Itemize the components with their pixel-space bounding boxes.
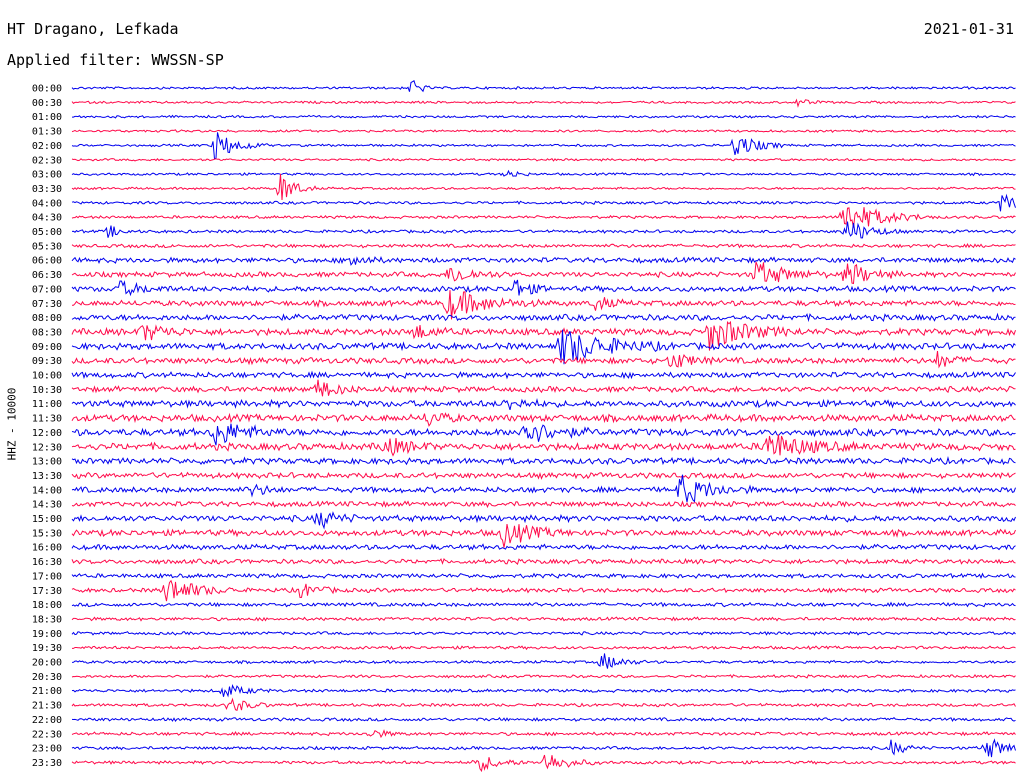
trace-row: [72, 174, 1016, 200]
trace-row: [72, 330, 1016, 365]
trace-row: [72, 314, 1016, 321]
row-time-label: 06:30: [32, 270, 62, 281]
trace-row: [72, 632, 1016, 635]
trace-row: [72, 544, 1016, 549]
trace-row: [72, 524, 1016, 547]
trace-row: [72, 581, 1016, 601]
row-time-label: 23:30: [32, 758, 62, 769]
row-time-label: 11:00: [32, 399, 62, 410]
trace-row: [72, 653, 1016, 668]
row-time-label: 01:00: [32, 112, 62, 123]
row-time-label: 19:00: [32, 629, 62, 640]
row-time-label: 14:00: [32, 485, 62, 496]
trace-row: [72, 731, 1016, 737]
trace-row: [72, 159, 1016, 162]
row-time-label: 23:00: [32, 744, 62, 755]
row-time-label: 15:00: [32, 514, 62, 525]
row-time-label: 12:30: [32, 442, 62, 453]
row-time-label: 04:30: [32, 213, 62, 224]
trace-row: [72, 458, 1016, 464]
row-time-label: 11:30: [32, 414, 62, 425]
trace-row: [72, 257, 1016, 265]
row-time-label: 09:00: [32, 342, 62, 353]
row-time-label: 18:30: [32, 614, 62, 625]
trace-row: [72, 424, 1016, 446]
row-time-label: 03:30: [32, 184, 62, 195]
row-time-label: 18:00: [32, 600, 62, 611]
row-time-label: 16:00: [32, 543, 62, 554]
row-time-label: 06:00: [32, 256, 62, 267]
trace-row: [72, 574, 1016, 578]
row-time-label: 17:00: [32, 571, 62, 582]
row-time-label: 08:00: [32, 313, 62, 324]
trace-row: [72, 513, 1016, 528]
trace-row: [72, 280, 1016, 296]
trace-row: [72, 718, 1016, 721]
row-time-label: 05:30: [32, 241, 62, 252]
trace-row: [72, 115, 1016, 118]
row-time-label: 08:30: [32, 327, 62, 338]
row-time-label: 21:30: [32, 701, 62, 712]
trace-row: [72, 130, 1016, 133]
trace-row: [72, 290, 1016, 319]
row-time-label: 14:30: [32, 500, 62, 511]
trace-row: [72, 132, 1016, 159]
trace-row: [72, 351, 1016, 367]
trace-row: [72, 559, 1016, 564]
trace-row: [72, 414, 1016, 426]
row-time-label: 02:00: [32, 141, 62, 152]
row-time-label: 02:30: [32, 155, 62, 166]
trace-row: [72, 372, 1016, 378]
trace-row: [72, 380, 1016, 397]
trace-row: [72, 171, 1016, 176]
trace-row: [72, 400, 1016, 410]
trace-row: [72, 100, 1016, 106]
trace-row: [72, 262, 1016, 284]
row-time-label: 07:00: [32, 284, 62, 295]
trace-row: [72, 699, 1016, 710]
trace-row: [72, 740, 1016, 757]
row-time-label: 15:30: [32, 528, 62, 539]
row-time-label: 10:30: [32, 385, 62, 396]
row-time-label: 04:00: [32, 198, 62, 209]
row-time-label: 21:00: [32, 686, 62, 697]
row-time-label: 13:30: [32, 471, 62, 482]
trace-row: [72, 603, 1016, 607]
trace-row: [72, 646, 1016, 649]
trace-row: [72, 617, 1016, 621]
row-time-label: 03:00: [32, 170, 62, 181]
row-time-label: 20:30: [32, 672, 62, 683]
row-time-label: 12:00: [32, 428, 62, 439]
row-time-label: 00:30: [32, 98, 62, 109]
row-time-label: 20:00: [32, 658, 62, 669]
row-time-label: 09:30: [32, 356, 62, 367]
trace-row: [72, 755, 1016, 771]
row-time-label: 05:00: [32, 227, 62, 238]
trace-row: [72, 244, 1016, 248]
row-time-label: 01:30: [32, 127, 62, 138]
row-time-label: 22:30: [32, 729, 62, 740]
trace-row: [72, 675, 1016, 678]
row-time-label: 10:00: [32, 371, 62, 382]
trace-row: [72, 222, 1016, 238]
row-time-label: 19:30: [32, 643, 62, 654]
row-time-label: 07:30: [32, 299, 62, 310]
row-time-label: 22:00: [32, 715, 62, 726]
row-time-label: 17:30: [32, 586, 62, 597]
trace-row: [72, 501, 1016, 506]
trace-row: [72, 207, 1016, 227]
row-time-label: 00:00: [32, 84, 62, 95]
trace-row: [72, 686, 1016, 697]
trace-row: [72, 195, 1016, 211]
trace-row: [72, 475, 1016, 502]
trace-row: [72, 81, 1016, 92]
row-time-label: 16:30: [32, 557, 62, 568]
trace-row: [72, 473, 1016, 479]
row-time-label: 13:00: [32, 457, 62, 468]
